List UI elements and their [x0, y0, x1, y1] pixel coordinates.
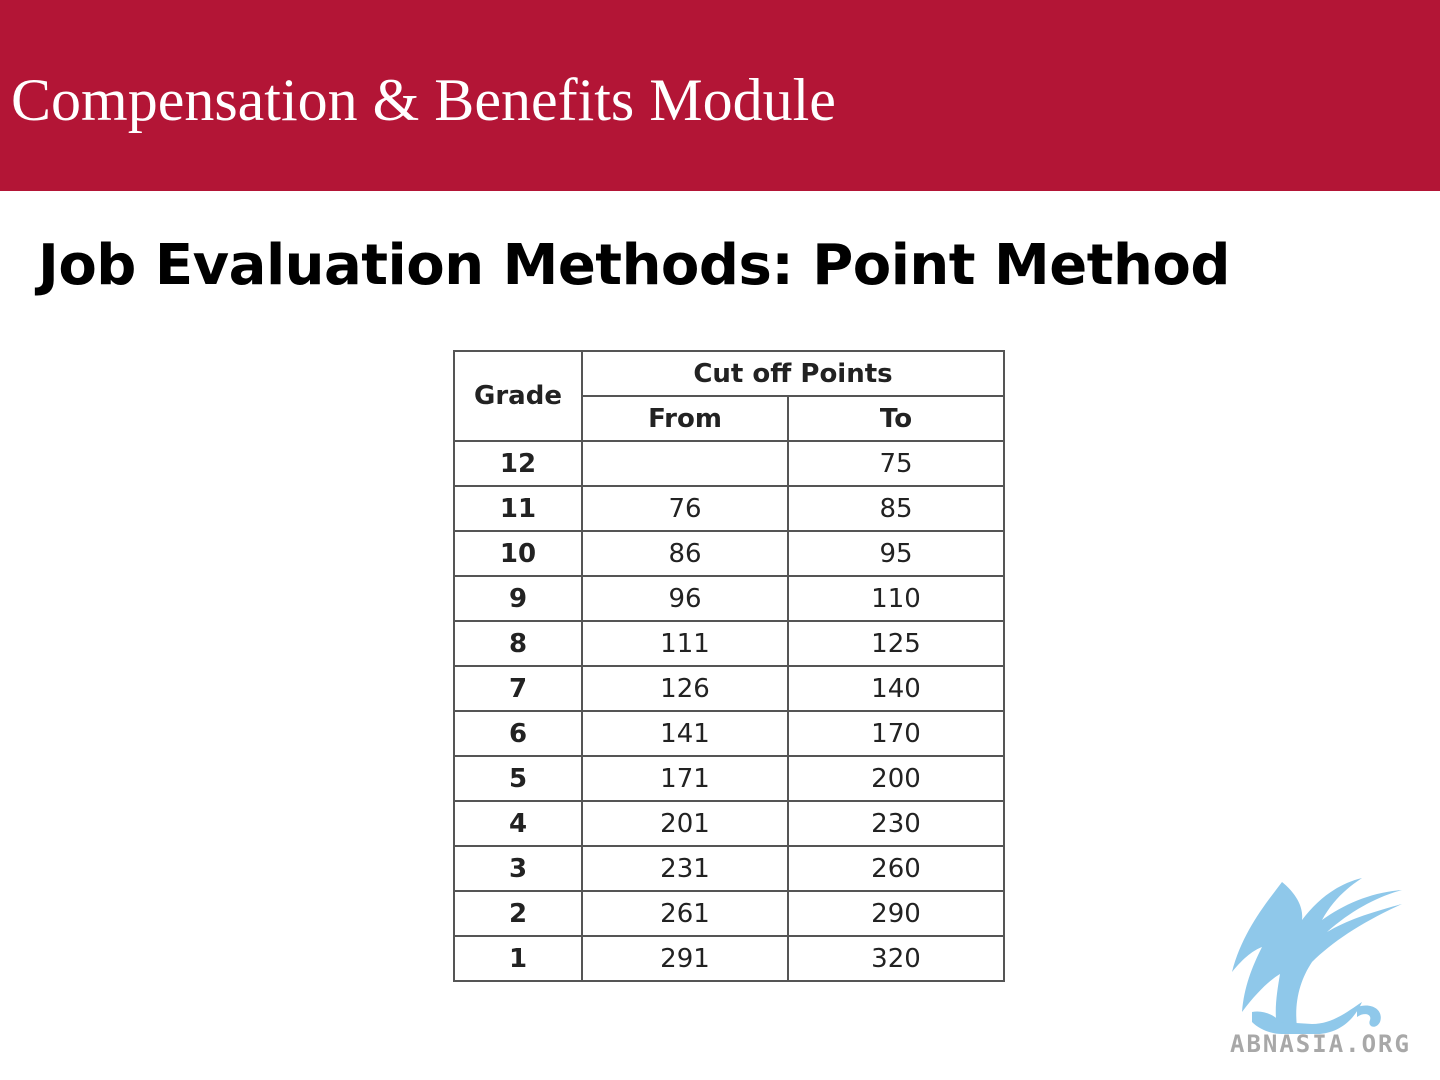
grade-cell: 1: [453, 935, 583, 982]
table-row: 2 261 290: [453, 890, 1005, 937]
grade-cell: 10: [453, 530, 583, 577]
grade-cell: 6: [453, 710, 583, 757]
to-cell: 125: [787, 620, 1005, 667]
to-header: To: [787, 395, 1005, 442]
table-subheader-row: From To: [454, 395, 1005, 442]
header-title: Compensation & Benefits Module: [11, 67, 836, 133]
from-cell: 126: [581, 665, 789, 712]
grade-cell: 7: [453, 665, 583, 712]
grade-cell: 12: [453, 440, 583, 487]
from-cell: 76: [581, 485, 789, 532]
table-row: 6 141 170: [453, 710, 1005, 757]
to-cell: 170: [787, 710, 1005, 757]
cutoff-points-table: Grade Cut off Points From To 12 75 11 76 85 1…: [453, 350, 1005, 982]
slide-title: Job Evaluation Methods: Point Method: [38, 233, 1230, 298]
to-cell: 140: [787, 665, 1005, 712]
table-row: 10 86 95: [453, 530, 1005, 577]
table-body: 12 75 11 76 85 10 86 95 9 96 110 8 111 125 7 126 140 6 141…: [453, 440, 1005, 982]
to-cell: 110: [787, 575, 1005, 622]
from-cell: 231: [581, 845, 789, 892]
from-header: From: [581, 395, 789, 442]
table-row: 3 231 260: [453, 845, 1005, 892]
watermark-text: ABNASIA.ORG: [1230, 1030, 1411, 1058]
table-row: 7 126 140: [453, 665, 1005, 712]
table-row: 1 291 320: [453, 935, 1005, 982]
from-cell: 291: [581, 935, 789, 982]
to-cell: 200: [787, 755, 1005, 802]
from-cell: 96: [581, 575, 789, 622]
to-cell: 95: [787, 530, 1005, 577]
from-cell: [581, 440, 789, 487]
from-cell: 261: [581, 890, 789, 937]
from-cell: 111: [581, 620, 789, 667]
table-row: 9 96 110: [453, 575, 1005, 622]
table-header-row: Grade Cut off Points: [453, 350, 1005, 442]
from-cell: 171: [581, 755, 789, 802]
table-row: 11 76 85: [453, 485, 1005, 532]
grade-cell: 2: [453, 890, 583, 937]
cutoff-points-header: Cut off Points: [581, 350, 1005, 397]
from-cell: 201: [581, 800, 789, 847]
to-cell: 260: [787, 845, 1005, 892]
from-cell: 86: [581, 530, 789, 577]
to-cell: 85: [787, 485, 1005, 532]
table-row: 12 75: [453, 440, 1005, 487]
grade-header: Grade: [453, 350, 583, 442]
grade-cell: 9: [453, 575, 583, 622]
table-row: 8 111 125: [453, 620, 1005, 667]
to-cell: 75: [787, 440, 1005, 487]
table-row: 5 171 200: [453, 755, 1005, 802]
griffin-logo-icon: [1232, 878, 1402, 1034]
grade-cell: 8: [453, 620, 583, 667]
from-cell: 141: [581, 710, 789, 757]
grade-cell: 11: [453, 485, 583, 532]
grade-cell: 5: [453, 755, 583, 802]
to-cell: 230: [787, 800, 1005, 847]
header-band: Compensation & Benefits Module: [0, 0, 1440, 191]
to-cell: 320: [787, 935, 1005, 982]
to-cell: 290: [787, 890, 1005, 937]
grade-cell: 3: [453, 845, 583, 892]
grade-cell: 4: [453, 800, 583, 847]
table-row: 4 201 230: [453, 800, 1005, 847]
